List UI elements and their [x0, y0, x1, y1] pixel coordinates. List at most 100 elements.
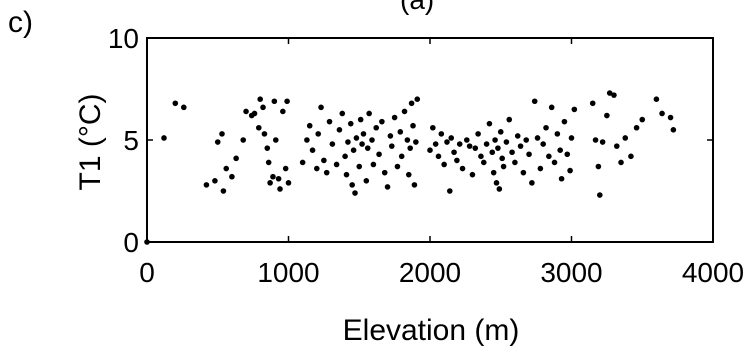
data-point — [427, 147, 433, 153]
data-point — [353, 135, 360, 141]
data-point — [359, 141, 365, 147]
plot-frame — [146, 37, 714, 243]
data-point — [613, 143, 620, 149]
data-point — [495, 145, 501, 151]
x-tick-label: 3000 — [540, 257, 602, 288]
data-point — [466, 143, 473, 149]
data-point — [557, 147, 563, 153]
data-point — [265, 159, 272, 166]
data-point — [314, 165, 320, 172]
data-point — [611, 92, 617, 98]
data-point — [537, 165, 544, 172]
x-axis-label: Elevation (m) — [343, 314, 520, 347]
panel-label: c) — [8, 6, 33, 39]
data-point — [404, 137, 411, 143]
data-point — [534, 135, 541, 141]
data-point — [523, 137, 530, 143]
data-point — [223, 165, 230, 172]
data-point — [444, 139, 450, 145]
data-point — [520, 169, 527, 176]
data-point — [456, 141, 463, 147]
data-point — [304, 137, 310, 143]
data-point — [272, 137, 279, 143]
data-point — [267, 180, 273, 186]
data-point — [540, 141, 546, 147]
x-tick-label: 4000 — [682, 257, 744, 288]
plot-area — [146, 37, 714, 243]
data-point — [264, 145, 271, 151]
data-point — [589, 100, 596, 107]
data-point — [285, 180, 292, 186]
data-point — [364, 145, 371, 151]
x-tick-label: 2000 — [399, 257, 461, 288]
data-point — [243, 108, 249, 115]
data-point — [376, 151, 382, 158]
y-tick-label: 10 — [108, 23, 139, 54]
data-point — [475, 131, 481, 137]
data-point — [503, 139, 510, 145]
data-point — [499, 155, 505, 162]
data-point — [366, 110, 372, 117]
y-tick-label: 0 — [123, 227, 139, 258]
data-point — [604, 112, 610, 119]
data-point — [309, 147, 316, 153]
data-point — [352, 190, 358, 196]
data-point — [483, 141, 490, 147]
data-point — [592, 137, 599, 143]
data-point — [240, 137, 247, 143]
y-axis-label: T1 (°C) — [74, 94, 107, 191]
data-point — [509, 149, 515, 156]
data-point — [356, 163, 363, 170]
data-point — [342, 153, 348, 160]
data-point — [628, 153, 634, 160]
data-point — [407, 145, 413, 151]
data-point — [329, 141, 336, 147]
data-point — [512, 159, 518, 166]
data-point — [271, 98, 278, 105]
data-point — [492, 137, 498, 143]
data-point — [260, 104, 266, 111]
data-point — [441, 161, 447, 168]
data-point — [486, 120, 493, 127]
data-point — [551, 159, 558, 166]
data-point — [333, 161, 340, 168]
data-point — [500, 163, 507, 170]
data-point — [554, 131, 561, 137]
data-point — [451, 149, 457, 156]
data-point — [277, 186, 283, 192]
data-point — [394, 163, 401, 170]
data-point — [373, 124, 380, 131]
data-point — [506, 116, 513, 123]
data-point — [180, 104, 187, 111]
data-point — [251, 110, 258, 117]
data-point — [229, 173, 235, 180]
data-point — [564, 151, 571, 158]
data-point — [255, 124, 262, 131]
data-point — [432, 141, 439, 147]
data-point — [315, 131, 322, 137]
data-point — [667, 114, 674, 121]
data-point — [306, 122, 313, 129]
data-point — [343, 171, 350, 178]
data-point — [448, 135, 455, 141]
data-point — [529, 180, 535, 186]
data-point — [318, 104, 324, 111]
data-point — [219, 131, 225, 137]
x-tick-label: 0 — [139, 257, 155, 288]
data-point — [401, 108, 408, 115]
data-point — [282, 165, 289, 172]
data-point — [606, 90, 613, 96]
data-point — [384, 184, 391, 190]
data-point — [531, 98, 538, 105]
data-point — [618, 159, 624, 166]
data-point — [497, 129, 504, 135]
data-point — [212, 178, 218, 184]
data-point — [172, 100, 179, 107]
data-point — [369, 137, 375, 143]
data-point — [414, 96, 421, 102]
data-point — [546, 153, 552, 160]
data-point — [261, 131, 268, 137]
data-point — [270, 173, 276, 180]
data-point — [350, 147, 357, 153]
data-point — [387, 133, 394, 139]
